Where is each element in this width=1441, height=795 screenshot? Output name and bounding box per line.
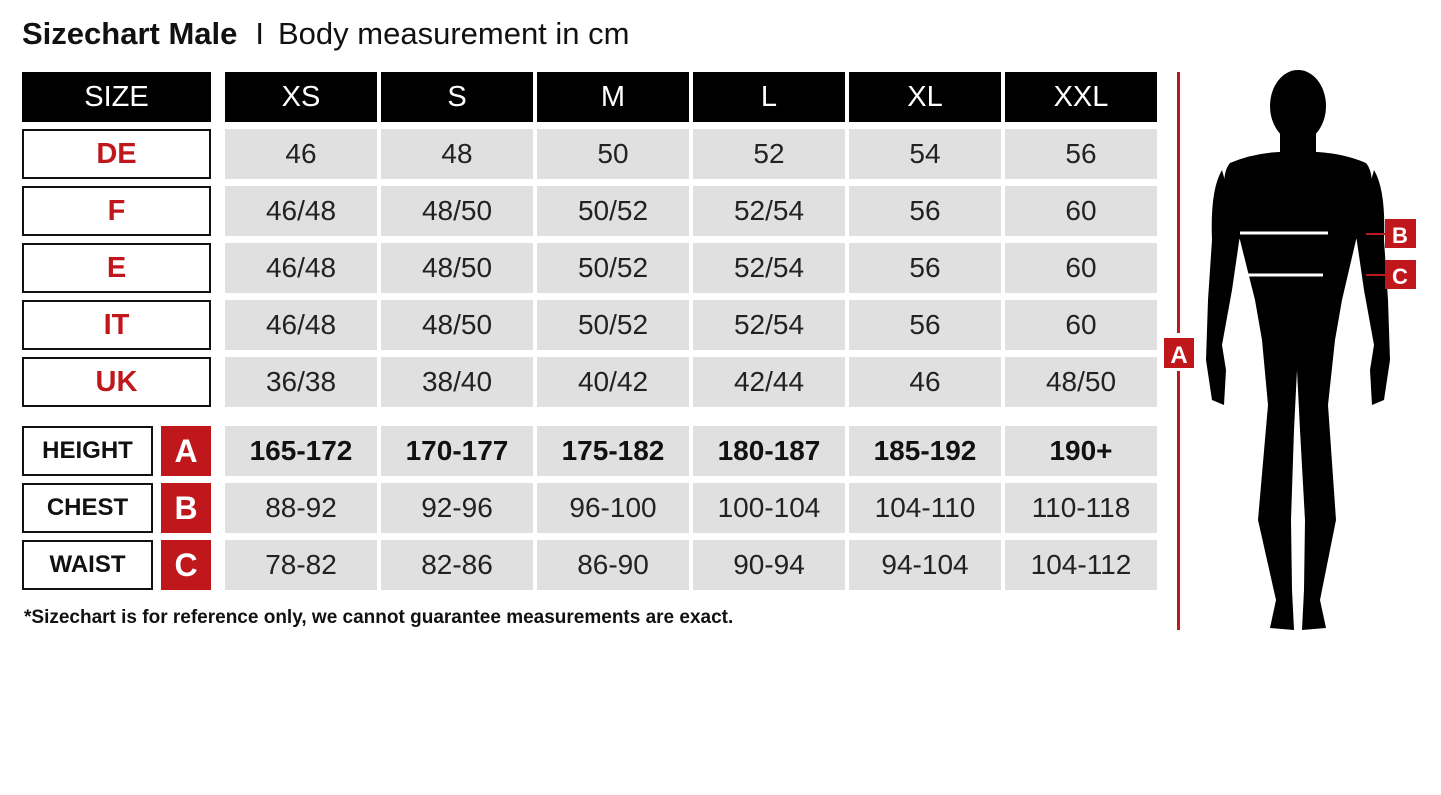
marker-c-label: C: [1392, 264, 1408, 289]
table-cell: 92-96: [381, 483, 533, 533]
table-cell: 48/50: [381, 243, 533, 293]
table-cell: 48/50: [381, 186, 533, 236]
table-cell: 104-110: [849, 483, 1001, 533]
table-cell: 78-82: [225, 540, 377, 590]
table-cell: 38/40: [381, 357, 533, 407]
marker-a-label: A: [1170, 342, 1187, 369]
page-title: Sizechart Male I Body measurement in cm: [22, 16, 629, 52]
table-cell: 54: [849, 129, 1001, 179]
table-cell: 86-90: [537, 540, 689, 590]
table-cell: 48: [381, 129, 533, 179]
table-cell: 46: [225, 129, 377, 179]
size-header-xs: XS: [225, 72, 377, 122]
table-cell: 96-100: [537, 483, 689, 533]
table-cell: 46: [849, 357, 1001, 407]
table-cell: 40/42: [537, 357, 689, 407]
table-cell: 56: [1005, 129, 1157, 179]
size-header-xl: XL: [849, 72, 1001, 122]
table-cell: 56: [849, 243, 1001, 293]
size-system-label: UK: [22, 357, 211, 407]
table-cell: 52/54: [693, 300, 845, 350]
table-cell: 36/38: [225, 357, 377, 407]
table-cell: 52/54: [693, 243, 845, 293]
table-cell: 104-112: [1005, 540, 1157, 590]
table-cell: 60: [1005, 243, 1157, 293]
disclaimer-note: *Sizechart is for reference only, we can…: [24, 607, 734, 628]
size-header-xxl: XXL: [1005, 72, 1157, 122]
chest-waist-lines: [1240, 231, 1328, 277]
title-separator: I: [255, 16, 264, 51]
measurement-label: CHEST: [22, 483, 153, 533]
table-cell: 42/44: [693, 357, 845, 407]
table-cell: 170-177: [381, 426, 533, 476]
measurement-letter-badge: C: [161, 540, 211, 590]
measurement-label: WAIST: [22, 540, 153, 590]
table-cell: 60: [1005, 300, 1157, 350]
table-cell: 48/50: [381, 300, 533, 350]
table-cell: 180-187: [693, 426, 845, 476]
table-cell: 185-192: [849, 426, 1001, 476]
size-system-label: DE: [22, 129, 211, 179]
waist-marker: C: [1366, 260, 1416, 289]
height-marker: A: [1161, 72, 1197, 630]
table-cell: 82-86: [381, 540, 533, 590]
size-header-corner: SIZE: [22, 72, 211, 122]
measurement-label: HEIGHT: [22, 426, 153, 476]
size-system-label: E: [22, 243, 211, 293]
title-main: Sizechart Male: [22, 16, 238, 51]
table-cell: 46/48: [225, 186, 377, 236]
chest-marker: B: [1366, 219, 1416, 248]
table-cell: 48/50: [1005, 357, 1157, 407]
table-cell: 88-92: [225, 483, 377, 533]
table-cell: 52: [693, 129, 845, 179]
size-header-s: S: [381, 72, 533, 122]
table-cell: 50/52: [537, 300, 689, 350]
table-cell: 60: [1005, 186, 1157, 236]
size-system-label: IT: [22, 300, 211, 350]
size-system-label: F: [22, 186, 211, 236]
table-cell: 56: [849, 186, 1001, 236]
table-cell: 100-104: [693, 483, 845, 533]
table-cell: 52/54: [693, 186, 845, 236]
measurement-letter-badge: B: [161, 483, 211, 533]
table-cell: 50: [537, 129, 689, 179]
measurement-letter-badge: A: [161, 426, 211, 476]
marker-a-fill: [1164, 338, 1194, 368]
table-cell: 110-118: [1005, 483, 1157, 533]
table-cell: 50/52: [537, 186, 689, 236]
table-cell: 46/48: [225, 300, 377, 350]
size-header-l: L: [693, 72, 845, 122]
title-subtitle: Body measurement in cm: [278, 16, 630, 51]
table-cell: 175-182: [537, 426, 689, 476]
table-cell: 46/48: [225, 243, 377, 293]
marker-b-label: B: [1392, 223, 1408, 248]
table-cell: 50/52: [537, 243, 689, 293]
table-cell: 90-94: [693, 540, 845, 590]
table-cell: 94-104: [849, 540, 1001, 590]
table-cell: 56: [849, 300, 1001, 350]
table-cell: 165-172: [225, 426, 377, 476]
male-body-silhouette-icon: [1206, 70, 1390, 630]
table-cell: 190+: [1005, 426, 1157, 476]
size-header-m: M: [537, 72, 689, 122]
